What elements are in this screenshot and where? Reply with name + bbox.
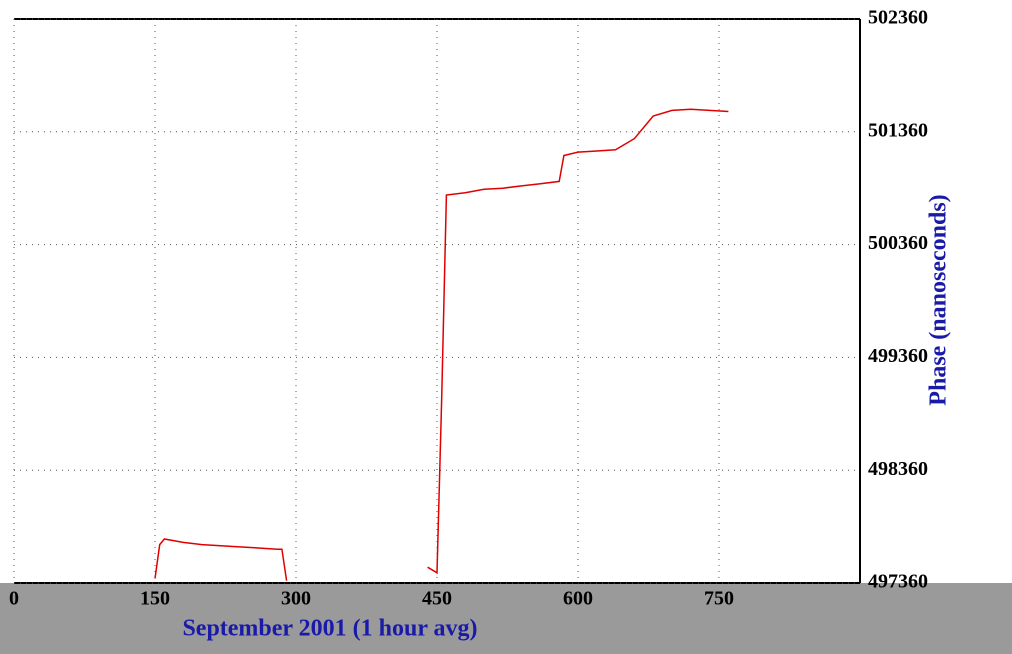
- x-tick-label: 450: [422, 588, 452, 610]
- y-tick-label: 497360: [868, 571, 928, 593]
- y-axis-title: Phase (nanoseconds): [926, 194, 952, 405]
- y-tick-label: 501360: [868, 119, 928, 141]
- data-line: [154, 108, 729, 581]
- x-tick-label: 150: [140, 588, 170, 610]
- x-tick-label: 0: [9, 588, 19, 610]
- x-axis-title: September 2001 (1 hour avg): [182, 616, 477, 642]
- y-tick-label: 500360: [868, 232, 928, 254]
- x-tick-label: 300: [281, 588, 311, 610]
- y-tick-label: 502360: [868, 7, 928, 29]
- x-tick-label: 750: [704, 588, 734, 610]
- bottom-band: [0, 583, 1012, 654]
- y-tick-label: 499360: [868, 345, 928, 367]
- y-tick-label: 498360: [868, 458, 928, 480]
- x-tick-label: 600: [563, 588, 593, 610]
